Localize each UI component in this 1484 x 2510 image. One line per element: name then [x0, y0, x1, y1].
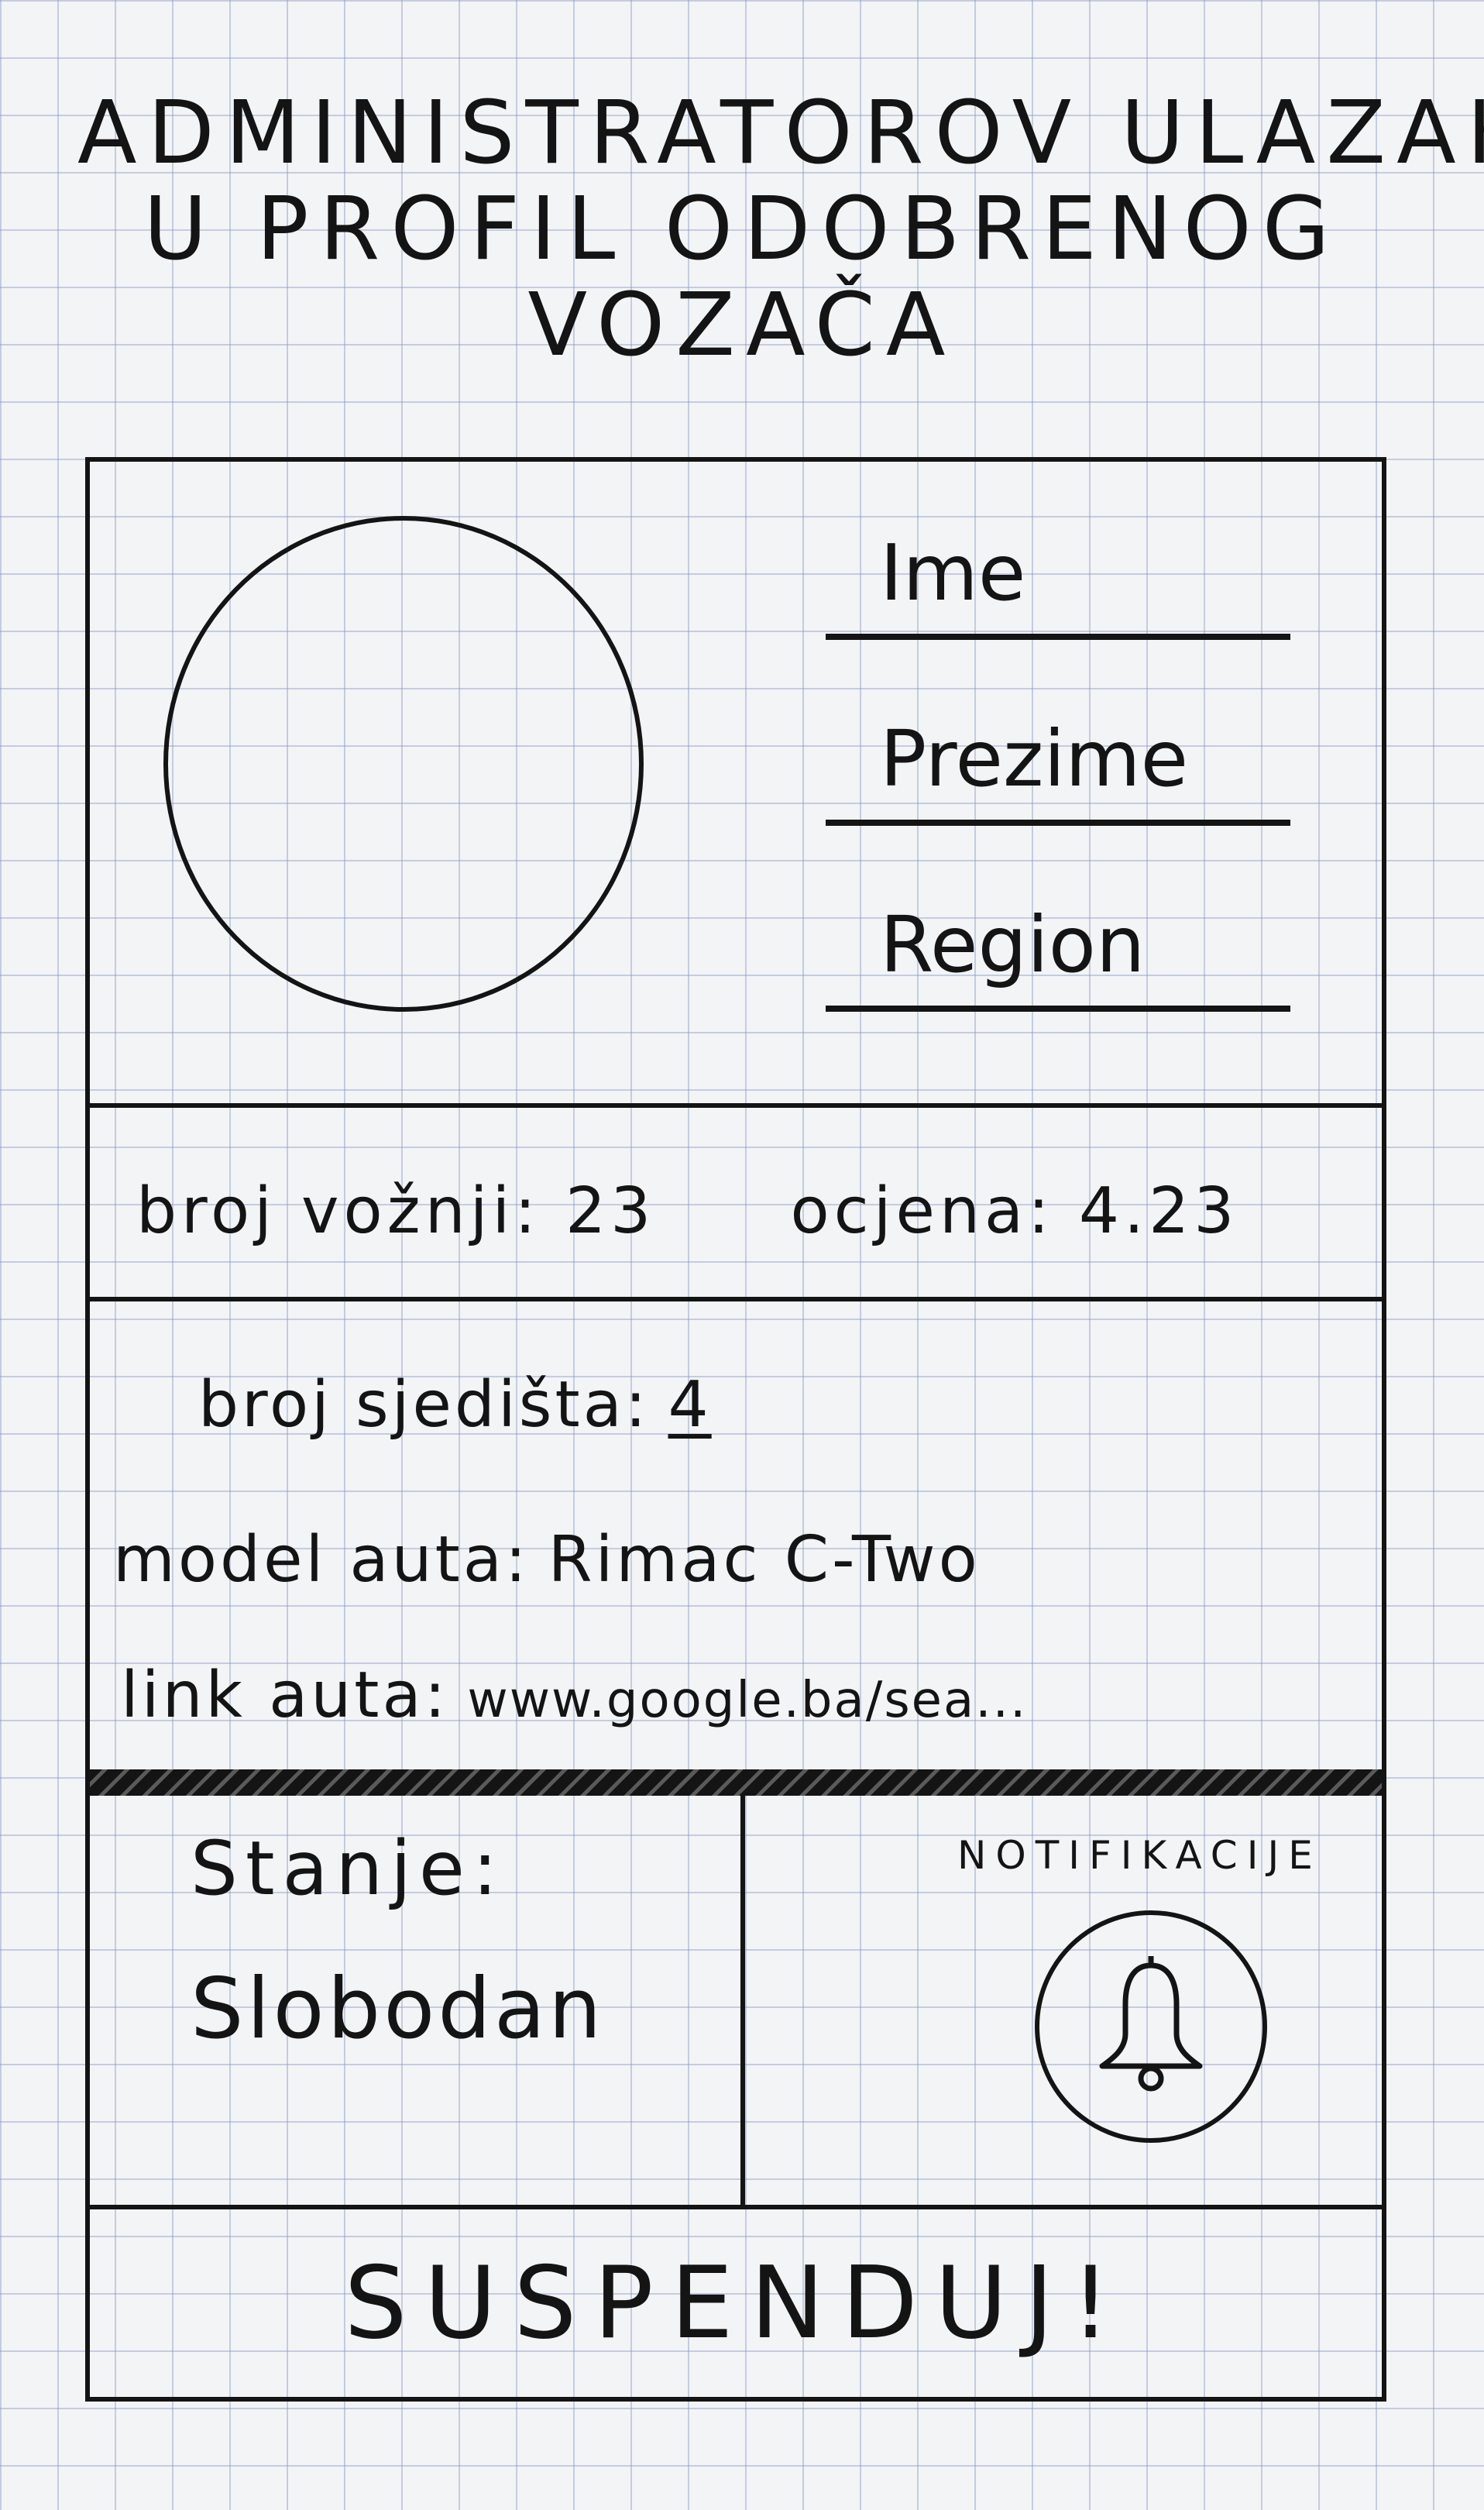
divider [740, 1796, 745, 2209]
region-field: Region [826, 872, 1290, 1012]
rides-value: 23 [565, 1174, 656, 1248]
last-name-label: Prezime [880, 713, 1189, 804]
notifications-button[interactable] [1035, 1910, 1267, 2143]
divider [90, 1297, 1382, 1301]
last-name-field: Prezime [826, 686, 1290, 826]
divider [90, 1103, 1382, 1108]
divider [90, 2205, 1382, 2209]
profile-avatar [163, 516, 644, 1012]
status-label: Stanje: [191, 1825, 506, 1912]
rating-label: ocjena: [790, 1174, 1054, 1248]
hatched-divider [90, 1769, 1382, 1796]
driver-profile-card: Ime Prezime Region broj vožnji: 23 ocjen… [85, 457, 1386, 2402]
car-model-value: Rimac C-Two [548, 1523, 981, 1597]
car-link-row: link auta: www.google.ba/sea... [121, 1659, 1027, 1732]
seats-row: broj sjedišta: 4 [198, 1368, 712, 1442]
suspend-button-label: SUSPENDUJ! [344, 2245, 1128, 2361]
bell-icon [1099, 1956, 1203, 2092]
car-model-label: model auta: [113, 1523, 530, 1597]
seats-label: broj sjedišta: [198, 1368, 650, 1442]
car-link-value[interactable]: www.google.ba/sea... [467, 1672, 1028, 1729]
rating-value: 4.23 [1078, 1174, 1239, 1248]
region-label: Region [880, 899, 1146, 990]
page-title-line-1: ADMINISTRATOROV ULAZAK [77, 83, 1484, 184]
status-value: Slobodan [191, 1961, 605, 2058]
suspend-button[interactable]: SUSPENDUJ! [90, 2209, 1382, 2397]
page-title-line-3: VOZAČA [527, 275, 957, 376]
page-title: ADMINISTRATOROV ULAZAK U PROFIL ODOBRENO… [77, 83, 1484, 376]
page-title-line-2: U PROFIL ODOBRENOG [143, 179, 1341, 280]
first-name-field: Ime [826, 500, 1290, 640]
rides-label: broj vožnji: [136, 1174, 541, 1248]
seats-value: 4 [668, 1368, 712, 1442]
notifications-title: NOTIFIKACIJE [957, 1833, 1322, 1878]
driver-stats: broj vožnji: 23 ocjena: 4.23 [136, 1174, 1238, 1248]
first-name-label: Ime [880, 528, 1026, 618]
car-link-label: link auta: [121, 1659, 449, 1732]
car-model-row: model auta: Rimac C-Two [113, 1523, 981, 1597]
